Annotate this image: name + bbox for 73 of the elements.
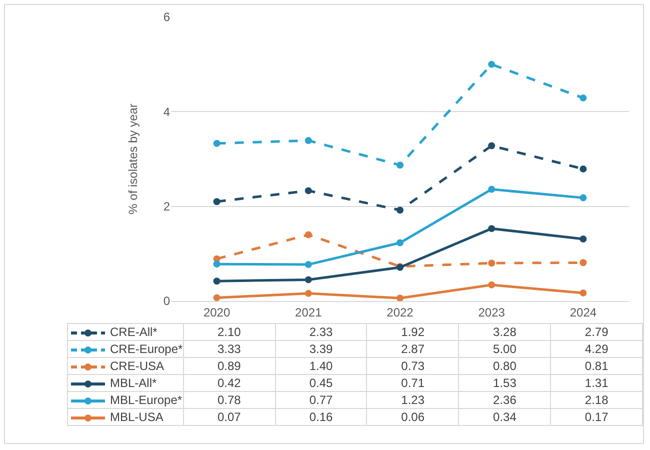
data-label: 0.42 bbox=[183, 374, 276, 392]
x-tick-label: 2023 bbox=[478, 305, 506, 320]
point bbox=[488, 186, 496, 193]
data-label: 5.00 bbox=[458, 340, 551, 358]
data-label: 0.34 bbox=[458, 408, 551, 426]
point bbox=[488, 142, 496, 150]
data-label: 2.18 bbox=[550, 392, 642, 408]
data-label: 0.77 bbox=[275, 392, 367, 408]
x-tick-label: 2021 bbox=[295, 305, 322, 320]
data-label: 1.92 bbox=[366, 324, 459, 340]
point bbox=[488, 60, 496, 68]
y-tick-label: 4 bbox=[163, 104, 170, 119]
point bbox=[396, 206, 404, 214]
x-tick-label: 2020 bbox=[203, 305, 230, 320]
data-label: 0.71 bbox=[366, 374, 459, 392]
point bbox=[304, 261, 312, 268]
data-label: 2.36 bbox=[458, 392, 551, 408]
point bbox=[580, 259, 587, 266]
point bbox=[488, 225, 496, 232]
data-label: 0.17 bbox=[550, 408, 642, 426]
data-label: 2.87 bbox=[366, 340, 459, 358]
data-label: 1.53 bbox=[458, 374, 551, 392]
legend-label: CRE-All* bbox=[110, 325, 158, 339]
point bbox=[213, 198, 220, 206]
y-tick-label: 6 bbox=[163, 10, 170, 24]
data-label: 0.89 bbox=[183, 358, 276, 374]
point bbox=[488, 260, 496, 267]
data-label: 2.10 bbox=[183, 324, 276, 340]
y-axis-title: % of isolates by year bbox=[126, 104, 140, 214]
point bbox=[396, 239, 404, 246]
data-label: 1.40 bbox=[275, 358, 367, 374]
point bbox=[304, 290, 312, 297]
point bbox=[488, 281, 496, 288]
point bbox=[213, 278, 220, 285]
data-label: 0.06 bbox=[366, 408, 459, 426]
y-tick-label: 2 bbox=[163, 200, 170, 214]
legend-label: CRE-Europe* bbox=[110, 342, 183, 356]
x-tick-label: 2024 bbox=[570, 305, 597, 320]
data-label: 2.33 bbox=[275, 324, 367, 340]
data-label: 3.39 bbox=[275, 340, 367, 358]
data-label: 0.45 bbox=[275, 374, 367, 392]
point bbox=[304, 231, 312, 238]
legend-label: CRE-USA bbox=[110, 359, 164, 373]
data-label: 0.81 bbox=[550, 358, 642, 374]
point bbox=[396, 162, 404, 169]
legend-label: MBL-All* bbox=[110, 376, 157, 390]
legend-label: MBL-Europe* bbox=[110, 393, 182, 407]
data-label: 3.33 bbox=[183, 340, 276, 358]
y-tick-label: 0 bbox=[163, 294, 170, 308]
point bbox=[213, 140, 220, 147]
legend-label: MBL-USA bbox=[110, 410, 164, 424]
point bbox=[580, 194, 587, 202]
point bbox=[213, 260, 220, 268]
point bbox=[213, 294, 220, 301]
point bbox=[304, 276, 312, 284]
data-label: 0.07 bbox=[183, 408, 276, 426]
data-label: 3.28 bbox=[458, 324, 551, 340]
data-label: 0.78 bbox=[183, 392, 276, 408]
point bbox=[580, 235, 587, 242]
point bbox=[580, 94, 587, 102]
data-label: 0.80 bbox=[458, 358, 551, 374]
data-label: 0.16 bbox=[275, 408, 367, 426]
point bbox=[304, 137, 312, 144]
data-label: 2.79 bbox=[550, 324, 642, 340]
x-tick-label: 2022 bbox=[386, 305, 414, 320]
point bbox=[304, 187, 312, 194]
data-label: 0.73 bbox=[366, 358, 459, 374]
data-label: 4.29 bbox=[550, 340, 642, 358]
data-label: 1.23 bbox=[366, 392, 459, 408]
point bbox=[580, 165, 587, 172]
point bbox=[396, 294, 404, 301]
point bbox=[580, 289, 587, 296]
data-label: 1.31 bbox=[550, 374, 642, 392]
